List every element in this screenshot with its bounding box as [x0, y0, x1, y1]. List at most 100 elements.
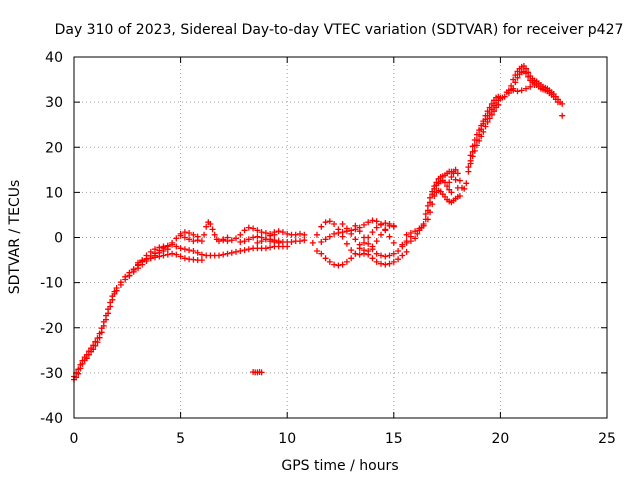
data-point: [427, 209, 433, 216]
y-tick-label: 0: [54, 231, 63, 247]
data-point: [365, 240, 372, 247]
data-point: [177, 232, 184, 239]
data-point: [117, 279, 124, 286]
data-point: [531, 82, 538, 88]
data-point: [510, 87, 517, 94]
data-point: [233, 248, 239, 255]
x-axis-label: GPS time / hours: [281, 458, 398, 474]
data-point: [373, 250, 380, 257]
data-point: [228, 249, 235, 256]
data-point: [518, 87, 525, 94]
data-point: [186, 236, 193, 243]
data-point: [194, 249, 201, 256]
data-point: [143, 256, 150, 263]
data-point: [497, 94, 504, 101]
data-point: [122, 273, 129, 280]
data-point: [486, 104, 493, 111]
data-point: [523, 70, 529, 77]
data-point: [424, 216, 431, 223]
data-point: [111, 288, 118, 295]
data-point: [107, 299, 114, 306]
plot-frame: [73, 56, 608, 419]
data-point: [96, 330, 103, 337]
data-point: [156, 253, 163, 260]
data-point: [403, 239, 410, 246]
data-point: [322, 219, 329, 226]
data-point: [198, 257, 205, 264]
data-point: [83, 351, 90, 358]
data-point: [331, 230, 338, 237]
data-point: [523, 85, 529, 92]
data-point: [365, 219, 372, 226]
data-point: [288, 239, 295, 245]
data-point: [126, 272, 133, 279]
data-point: [469, 143, 476, 150]
data-point: [348, 247, 355, 254]
data-point: [207, 221, 214, 227]
data-point: [461, 185, 468, 192]
data-point: [275, 238, 282, 245]
y-tick-label: -40: [40, 411, 63, 427]
data-point: [160, 244, 167, 251]
data-point: [254, 239, 261, 246]
data-point: [361, 239, 367, 246]
data-point: [181, 255, 188, 262]
data-point: [275, 228, 282, 235]
data-point: [491, 108, 497, 115]
data-point: [373, 218, 380, 225]
data-point: [297, 238, 303, 245]
data-point: [181, 246, 188, 253]
data-point: [241, 227, 248, 234]
data-point: [480, 118, 487, 125]
data-point: [301, 237, 308, 244]
data-point: [456, 177, 463, 184]
data-point: [348, 230, 355, 237]
data-point: [382, 253, 389, 260]
data-point: [467, 160, 474, 167]
data-point: [331, 261, 338, 268]
data-point: [555, 99, 561, 106]
data-point: [92, 338, 99, 345]
data-point: [469, 153, 476, 160]
data-point: [113, 285, 120, 291]
data-point: [373, 238, 380, 245]
data-point: [258, 369, 265, 376]
data-point: [164, 251, 171, 258]
data-point: [476, 137, 483, 144]
data-point: [224, 250, 231, 257]
data-point: [339, 229, 346, 236]
data-point: [85, 348, 92, 355]
data-point: [486, 115, 493, 122]
data-point: [369, 217, 376, 224]
data-point: [352, 250, 359, 257]
data-point: [309, 239, 316, 246]
data-point: [559, 100, 566, 107]
data-point: [403, 248, 410, 255]
data-point: [382, 227, 389, 234]
y-axis-label: SDTVAR / TECUs: [7, 180, 23, 295]
data-point: [100, 318, 107, 325]
x-tick-labels: 0 5 10 15 20 25: [70, 431, 616, 447]
data-point: [267, 244, 274, 251]
data-point: [318, 239, 325, 245]
data-point: [254, 227, 261, 234]
x-tick-label: 10: [278, 431, 296, 447]
data-point: [403, 231, 410, 238]
data-point: [245, 224, 252, 231]
data-point: [484, 108, 491, 115]
data-point: [181, 234, 188, 241]
data-point: [514, 88, 521, 95]
data-point: [301, 231, 308, 238]
data-point: [258, 229, 265, 236]
data-point: [407, 230, 414, 236]
y-tick-label: -20: [40, 321, 63, 337]
data-point: [331, 221, 338, 227]
data-point: [356, 228, 363, 235]
data-point: [173, 243, 180, 250]
data-point: [77, 361, 84, 368]
data-point: [412, 228, 419, 235]
y-tick-label: 10: [45, 185, 63, 201]
data-point: [448, 174, 455, 180]
data-point: [220, 237, 227, 244]
